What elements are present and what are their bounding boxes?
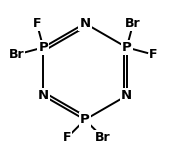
Text: Br: Br [95, 131, 110, 144]
Text: P: P [122, 41, 132, 54]
Text: F: F [149, 48, 158, 61]
Text: N: N [79, 17, 91, 30]
Text: Br: Br [125, 17, 141, 30]
Text: P: P [80, 113, 90, 126]
Text: Br: Br [9, 48, 24, 61]
Text: F: F [63, 131, 72, 144]
Text: N: N [38, 89, 49, 102]
Text: F: F [33, 17, 41, 30]
Text: N: N [121, 89, 132, 102]
Text: P: P [38, 41, 48, 54]
